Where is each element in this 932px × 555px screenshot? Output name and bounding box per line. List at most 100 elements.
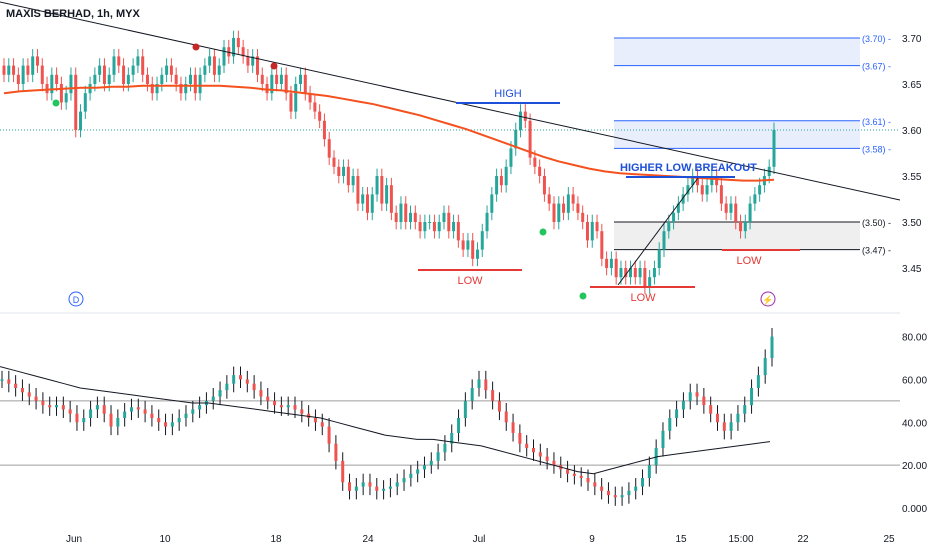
candle-body bbox=[437, 222, 441, 232]
indicator-bar bbox=[538, 452, 542, 457]
candle-body bbox=[739, 222, 743, 232]
indicator-bar bbox=[0, 379, 4, 381]
low-label-3: LOW bbox=[736, 255, 762, 267]
indicator-bar bbox=[715, 413, 719, 423]
candle-body bbox=[409, 212, 413, 222]
candle-body bbox=[270, 74, 274, 94]
candle-body bbox=[50, 74, 54, 94]
candle-body bbox=[102, 65, 106, 84]
indicator-bar bbox=[102, 405, 106, 414]
candle-body bbox=[365, 194, 369, 213]
candle-body bbox=[55, 74, 59, 84]
indicator-bar bbox=[41, 400, 45, 406]
indicator-bar bbox=[402, 477, 406, 483]
indicator-bar bbox=[266, 396, 270, 401]
indicator-bar bbox=[361, 482, 365, 487]
indicator-bar bbox=[238, 375, 242, 380]
candle-body bbox=[447, 212, 451, 232]
candle-body bbox=[729, 203, 733, 213]
indicator-bar bbox=[218, 390, 222, 397]
candle-body bbox=[667, 222, 671, 232]
indicator-signal-line bbox=[0, 366, 771, 475]
candle-body bbox=[299, 74, 303, 84]
indicator-bar bbox=[157, 417, 161, 423]
time-axis-tick: 15 bbox=[675, 534, 687, 545]
indicator-bar bbox=[354, 486, 358, 491]
candle-body bbox=[662, 231, 666, 250]
candle-body bbox=[322, 120, 326, 140]
indicator-bar bbox=[491, 390, 495, 401]
candle-body bbox=[700, 185, 704, 195]
indicator-bar bbox=[600, 486, 604, 491]
candle-body bbox=[59, 84, 63, 103]
candle-body bbox=[576, 203, 580, 213]
candle-body bbox=[208, 56, 212, 66]
candle-body bbox=[394, 212, 398, 222]
candle-body bbox=[399, 203, 403, 222]
candle-body bbox=[442, 212, 446, 222]
candle-body bbox=[31, 56, 35, 75]
indicator-bar bbox=[20, 387, 24, 393]
candle-body bbox=[614, 258, 618, 278]
candle-body bbox=[590, 222, 594, 241]
indicator-bar bbox=[191, 409, 195, 414]
candle-body bbox=[461, 240, 465, 250]
candle-body bbox=[337, 166, 341, 176]
dividend-marker bbox=[68, 291, 84, 307]
indicator-bar bbox=[89, 409, 93, 418]
candle-body bbox=[35, 56, 39, 66]
signal-dot bbox=[192, 43, 200, 51]
low-label-1: LOW bbox=[457, 275, 483, 287]
candle-body bbox=[686, 185, 690, 195]
candle-body bbox=[289, 93, 293, 112]
candle-body bbox=[629, 268, 633, 278]
candle-body bbox=[174, 74, 178, 84]
time-axis-tick: Jun bbox=[66, 534, 82, 545]
indicator-bar bbox=[177, 417, 181, 423]
candle-body bbox=[117, 56, 121, 66]
candle-body bbox=[169, 65, 173, 75]
level-label: (3.50) - bbox=[862, 218, 891, 228]
indicator-bar bbox=[593, 482, 597, 487]
indicator-bar bbox=[443, 443, 447, 453]
candle-body bbox=[342, 166, 346, 176]
candle-body bbox=[648, 277, 652, 287]
candle-body bbox=[203, 65, 207, 75]
candle-body bbox=[652, 268, 656, 278]
candle-body bbox=[155, 84, 159, 94]
indicator-bar bbox=[198, 405, 202, 410]
candle-body bbox=[691, 176, 695, 186]
indicator-bar bbox=[259, 390, 263, 397]
candle-body bbox=[260, 74, 264, 84]
candle-body bbox=[432, 222, 436, 232]
moving-average-layer bbox=[3, 84, 775, 182]
time-axis-tick: 15:00 bbox=[728, 534, 753, 545]
candle-body bbox=[246, 56, 250, 66]
candle-body bbox=[112, 56, 116, 75]
indicator-bar bbox=[532, 447, 536, 453]
indicator-bar bbox=[143, 409, 147, 414]
indicator-bar bbox=[388, 486, 392, 489]
indicator-bar bbox=[661, 430, 665, 448]
indicator-bar bbox=[477, 379, 481, 388]
candle-body bbox=[528, 120, 532, 158]
indicator-bar bbox=[409, 473, 413, 478]
fib-levels-layer: (3.70) - (3.67) - (3.61) - (3.58) - (3.50) -… bbox=[0, 34, 900, 256]
candle-body bbox=[542, 176, 546, 195]
candle-body bbox=[150, 84, 154, 94]
candle-body bbox=[638, 268, 642, 278]
candle-body bbox=[236, 38, 240, 48]
annotation-labels-layer: HIGH LOW LOW LOW HIGHER LOW BREAKOUT D ⚡ bbox=[52, 43, 776, 307]
signal-dot bbox=[539, 228, 547, 236]
indicator-bar bbox=[634, 486, 638, 491]
candle-body bbox=[557, 203, 561, 222]
indicator-bar bbox=[245, 379, 249, 384]
time-axis-tick: Jul bbox=[473, 534, 486, 545]
axes-layer: 3.70 3.65 3.60 3.55 3.50 3.45 80.00 60.00 40.00 2… bbox=[66, 34, 928, 545]
candle-body bbox=[547, 194, 551, 204]
indicator-bar bbox=[763, 357, 767, 376]
indicator-bar bbox=[368, 482, 372, 487]
indicator-bar bbox=[109, 413, 113, 427]
candle-body bbox=[734, 203, 738, 222]
